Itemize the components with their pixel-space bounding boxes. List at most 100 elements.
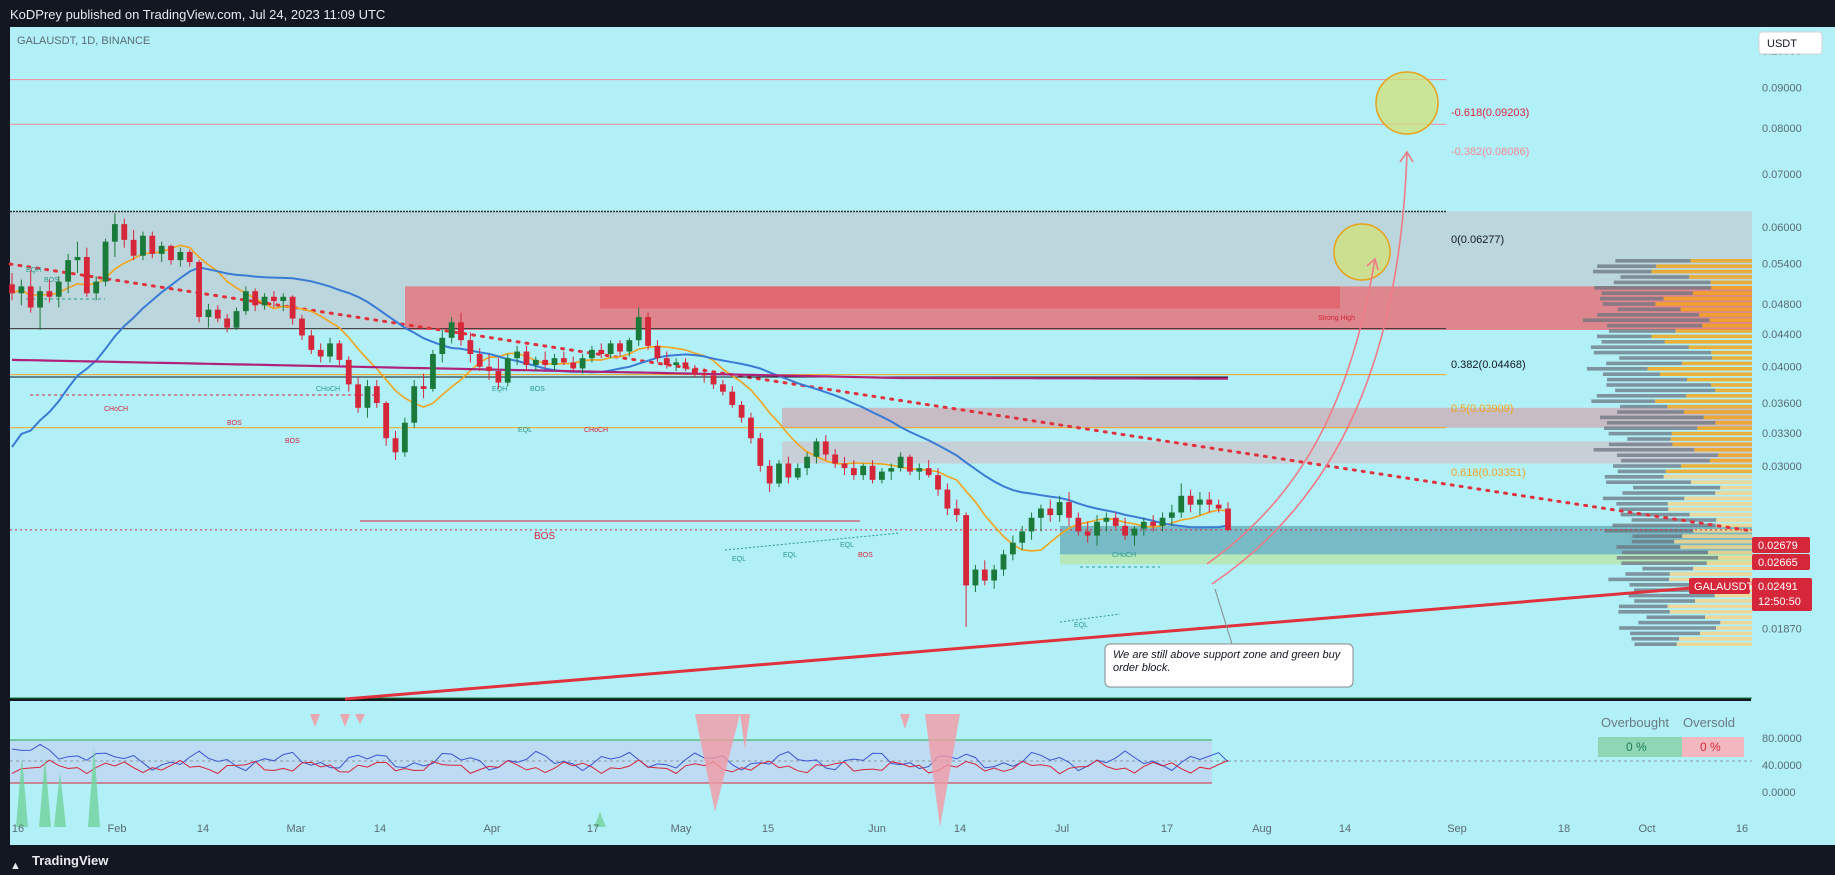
volume-bar-value-area <box>1711 350 1752 355</box>
x-tick-label: 14 <box>954 823 966 835</box>
volume-bar-total <box>1593 350 1712 355</box>
smc-label: EQL <box>1074 622 1088 629</box>
volume-bar-total <box>1597 334 1652 339</box>
x-tick-label: 15 <box>762 823 774 835</box>
price-axis <box>1751 27 1835 827</box>
volume-bar-total <box>1620 275 1690 279</box>
volume-bar-total <box>1596 394 1687 398</box>
candle-body <box>252 291 259 306</box>
candle-body <box>55 281 62 297</box>
x-tick-label: Sep <box>1447 823 1467 835</box>
volume-bar-total <box>1590 345 1689 349</box>
candle-body <box>1038 508 1044 518</box>
candle-body <box>719 384 726 392</box>
candle-body <box>149 235 156 254</box>
candle-body <box>233 311 240 328</box>
volume-bar-total <box>1615 388 1716 393</box>
volume-bar-value-area <box>1656 264 1752 268</box>
smc-label: BOS <box>44 277 59 284</box>
smc-label: EQH <box>26 267 41 274</box>
fib-label-0: 0(0.06277) <box>1451 234 1504 246</box>
volume-bar-total <box>1608 442 1673 447</box>
volume-bar-total <box>1616 502 1668 506</box>
smc-label: BOS <box>534 531 555 542</box>
volume-bar-total <box>1604 529 1694 533</box>
volume-bar-total <box>1638 620 1721 625</box>
candle-body <box>1066 502 1072 518</box>
candle-body <box>1084 531 1091 536</box>
volume-bar-value-area <box>1663 296 1752 301</box>
volume-bar-value-area <box>1718 453 1752 457</box>
osc-line-red <box>11 759 1229 775</box>
svg-text:0.02491: 0.02491 <box>1758 581 1798 593</box>
candle-body <box>373 386 380 403</box>
tradingview-logo[interactable]: TradingView <box>10 853 108 868</box>
y-tick-label: 0.03000 <box>1762 461 1802 473</box>
candle-body <box>991 569 998 581</box>
currency-button[interactable]: USDT <box>1758 31 1823 55</box>
candle-body <box>102 241 109 282</box>
x-tick-label: Feb <box>108 823 127 835</box>
candle-body <box>467 340 474 355</box>
supply-zone <box>405 286 1752 330</box>
osc-tick-label: 80.0000 <box>1762 733 1802 745</box>
osc-bear-marker <box>340 714 350 727</box>
y-tick-label: 0.04800 <box>1762 299 1802 311</box>
volume-bar-total <box>1606 383 1712 387</box>
volume-bar-total <box>1646 615 1706 619</box>
y-tick-label: 0.05400 <box>1762 258 1802 270</box>
svg-text:0.02679: 0.02679 <box>1758 540 1798 552</box>
osc-bear-spike <box>695 714 740 812</box>
volume-bar-value-area <box>1711 286 1752 290</box>
candle-body <box>972 569 979 586</box>
candle-body <box>682 362 689 369</box>
smc-label: EQL <box>732 556 746 563</box>
volume-bar-value-area <box>1705 615 1752 619</box>
candle-body <box>261 296 268 306</box>
candle-body <box>411 386 418 423</box>
x-tick-label: 14 <box>1339 823 1351 835</box>
volume-bar-value-area <box>1681 464 1752 468</box>
volume-bar-value-area <box>1720 485 1752 490</box>
volume-bar-value-area <box>1668 507 1752 511</box>
candle-body <box>214 309 221 319</box>
volume-bar-value-area <box>1693 566 1752 571</box>
target-circle-upper[interactable] <box>1375 71 1439 135</box>
candle-body <box>607 343 614 355</box>
publisher-text: KoDPrey published on TradingView.com, Ju… <box>10 7 386 22</box>
candle-body <box>654 345 661 359</box>
projection-arrow-long[interactable] <box>1211 151 1408 585</box>
candle-body <box>308 335 315 350</box>
volume-bar-total <box>1619 507 1669 511</box>
x-tick-label: May <box>671 823 692 835</box>
volume-bar-total <box>1615 259 1691 263</box>
ma-fast-line <box>11 244 1229 552</box>
volume-bar-value-area <box>1718 556 1752 560</box>
volume-bar-value-area <box>1711 383 1752 387</box>
volume-bar-total <box>1617 469 1666 474</box>
x-tick-label: Oct <box>1638 823 1655 835</box>
candle-body <box>1056 502 1063 516</box>
overbought-box <box>1598 737 1682 757</box>
annotation-callout[interactable]: We are still above support zone and gree… <box>1104 643 1354 688</box>
volume-bar-total <box>1617 410 1684 414</box>
candle-body <box>9 284 15 294</box>
volume-bar-total <box>1602 302 1656 306</box>
volume-bar-value-area <box>1689 512 1752 517</box>
volume-bar-total <box>1617 307 1681 312</box>
candle-body <box>205 309 212 318</box>
volume-bar-total <box>1629 583 1705 587</box>
target-circle-lower[interactable] <box>1333 223 1391 281</box>
volume-bar-value-area <box>1709 318 1752 322</box>
candle-body <box>532 359 539 365</box>
volume-bar-total <box>1612 523 1716 528</box>
candle-body <box>224 318 231 328</box>
candle-body <box>776 463 782 484</box>
candle-body <box>1215 504 1222 509</box>
volume-bar-value-area <box>1651 334 1752 339</box>
volume-bar-value-area <box>1715 388 1752 393</box>
projection-arrow-short[interactable] <box>1206 258 1376 565</box>
volume-bar-value-area <box>1694 448 1752 452</box>
candle-body <box>1019 531 1026 543</box>
